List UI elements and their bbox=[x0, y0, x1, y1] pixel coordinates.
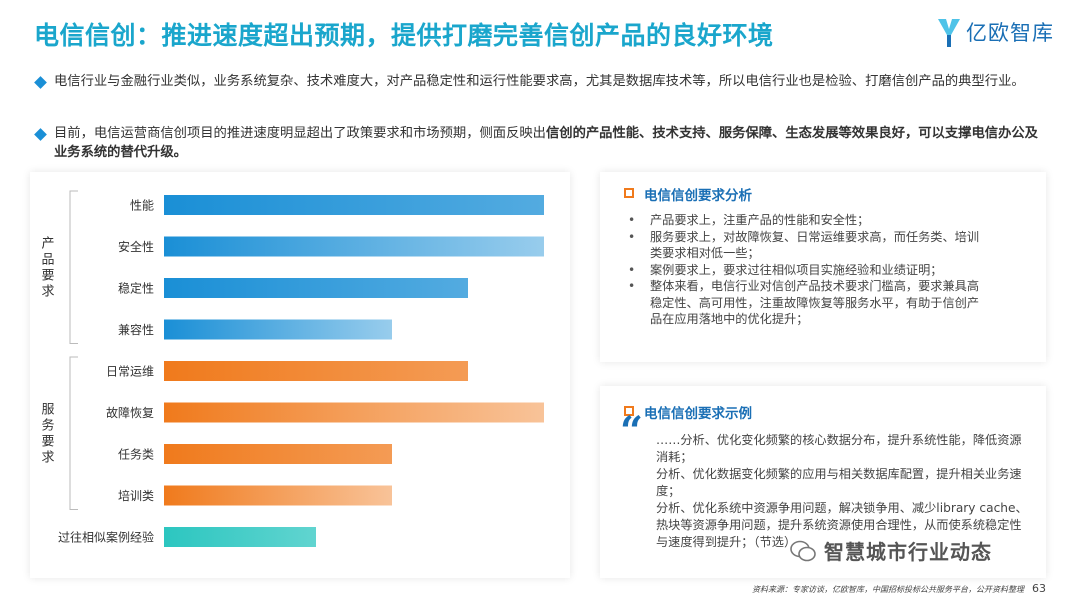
bar-兼容性 bbox=[164, 319, 392, 340]
example-line: 分析、优化数据变化频繁的应用与相关数据库配置，提升相关业务速度； bbox=[656, 467, 1022, 498]
example-card: 电信信创要求示例 bbox=[600, 386, 1046, 578]
bar-故障恢复 bbox=[164, 402, 544, 423]
bar-培训类 bbox=[164, 485, 392, 506]
logo-text: 亿欧智库 bbox=[966, 21, 1054, 45]
analysis-list: 产品要求上，注重产品的性能和安全性； 服务要求上，对故障恢复、日常运维要求高，而… bbox=[622, 212, 990, 328]
category-label: 培训类 bbox=[118, 488, 154, 503]
quote-icon: “ bbox=[620, 408, 644, 455]
analysis-title: 电信信创要求分析 bbox=[644, 188, 752, 204]
page-title: 电信信创：推进速度超出预期，提供打磨完善信创产品的良好环境 bbox=[34, 21, 774, 50]
category-label: 稳定性 bbox=[118, 281, 154, 296]
bullet-text: 电信行业与金融行业类似，业务系统复杂、技术难度大，对产品稳定性和运行性能要求高，… bbox=[54, 74, 1025, 89]
bullet-text: 目前，电信运营商信创项目的推进速度明显超出了政策要求和市场预期，侧面反映出信创的… bbox=[54, 124, 1039, 162]
watermark-text: 智慧城市行业动态 bbox=[824, 540, 992, 564]
group-label: 产品要求 bbox=[41, 236, 54, 299]
example-line: ……分析、优化变化频繁的核心数据分布，提升系统性能，降低资源消耗； bbox=[656, 433, 1022, 464]
square-bullet-icon bbox=[624, 406, 634, 416]
source-note: 资料来源：专家访谈，亿欧智库，中国招标投标公共服务平台，公开资料整理 bbox=[752, 585, 1024, 594]
logo-icon bbox=[938, 19, 960, 47]
chart-panel: 性能安全性稳定性兼容性 产品要求日常运维故障恢复任务类培训类 服务要求过往相似案例经… bbox=[30, 172, 570, 578]
category-label: 性能 bbox=[130, 199, 154, 213]
list-item: 整体来看，电信行业对信创产品技术要求门槛高，要求兼具高稳定性、高可用性，注重故障… bbox=[622, 278, 990, 328]
group-bracket bbox=[69, 356, 78, 510]
group-bracket bbox=[69, 190, 78, 344]
bar-安全性 bbox=[164, 236, 544, 257]
example-text: ……分析、优化变化频繁的核心数据分布，提升系统性能，降低资源消耗； 分析、优化数… bbox=[656, 432, 1030, 551]
bar-日常运维 bbox=[164, 361, 468, 381]
list-item: 服务要求上，对故障恢复、日常运维要求高，而任务类、培训类要求相对低一些； bbox=[622, 229, 990, 262]
page-number: 63 bbox=[1032, 582, 1046, 595]
category-label: 兼容性 bbox=[118, 322, 154, 337]
bullet-1: 电信行业与金融行业类似，业务系统复杂、技术难度大，对产品稳定性和运行性能要求高，… bbox=[34, 72, 1039, 91]
analysis-card: 电信信创要求分析 产品要求上，注重产品的性能和安全性； 服务要求上，对故障恢复、… bbox=[600, 172, 1046, 362]
bar-任务类 bbox=[164, 444, 392, 464]
category-label: 过往相似案例经验 bbox=[58, 530, 154, 545]
logo: 亿欧智库 bbox=[936, 14, 1054, 50]
example-line: 分析、优化系统中资源争用问题，解决锁争用、减少library cache、热块等… bbox=[656, 501, 1028, 549]
square-bullet-icon bbox=[624, 188, 634, 198]
category-label: 故障恢复 bbox=[106, 405, 154, 420]
diamond-bullet-icon bbox=[34, 128, 47, 141]
list-item: 产品要求上，注重产品的性能和安全性； bbox=[622, 212, 990, 229]
bar-过往相似案例经验 bbox=[164, 527, 316, 547]
bullet-2: 目前，电信运营商信创项目的推进速度明显超出了政策要求和市场预期，侧面反映出信创的… bbox=[34, 124, 1039, 162]
diamond-bullet-icon bbox=[34, 76, 47, 89]
group-label: 服务要求 bbox=[41, 402, 54, 465]
bar-稳定性 bbox=[164, 278, 468, 298]
category-label: 任务类 bbox=[118, 447, 154, 462]
bar-性能 bbox=[164, 195, 544, 215]
category-label: 安全性 bbox=[118, 239, 154, 254]
bullet-text-plain: 目前，电信运营商信创项目的推进速度明显超出了政策要求和市场预期，侧面反映出 bbox=[54, 126, 546, 141]
category-label: 日常运维 bbox=[106, 365, 154, 379]
bullet-text-bold: 信创的产品性能、技术支持、服务保障、生态发展等效果良好，可以支撑电信办公及业务系… bbox=[54, 126, 1038, 160]
watermark: 智慧城市行业动态 bbox=[790, 536, 992, 565]
wechat-icon bbox=[790, 540, 816, 561]
list-item: 案例要求上，要求过往相似项目实施经验和业绩证明； bbox=[622, 262, 990, 279]
example-title: 电信信创要求示例 bbox=[644, 406, 752, 422]
